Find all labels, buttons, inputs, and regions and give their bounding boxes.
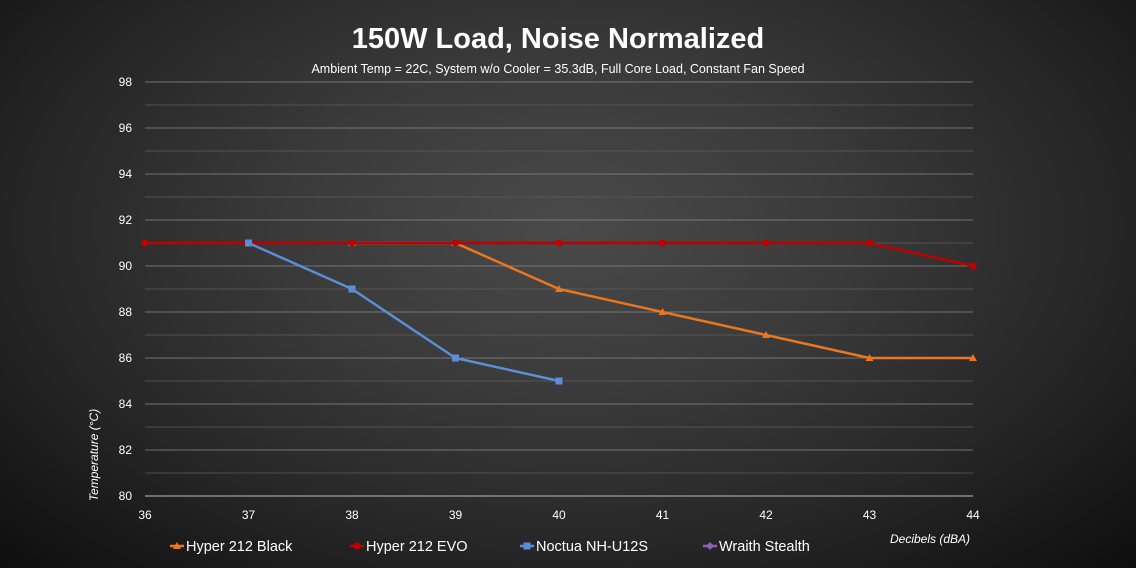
y-tick-label: 84 bbox=[119, 397, 133, 411]
x-tick-label: 43 bbox=[863, 508, 877, 522]
y-tick-label: 80 bbox=[119, 489, 133, 503]
legend-label: Wraith Stealth bbox=[719, 539, 810, 555]
x-axis-label: Decibels (dBA) bbox=[890, 532, 970, 546]
data-point bbox=[555, 377, 563, 385]
legend-label: Noctua NH-U12S bbox=[536, 539, 648, 555]
x-tick-label: 39 bbox=[449, 508, 463, 522]
data-point bbox=[348, 239, 356, 247]
x-tick-label: 36 bbox=[138, 508, 152, 522]
data-point bbox=[555, 285, 563, 292]
x-tick-label: 44 bbox=[966, 508, 980, 522]
chart-title: 150W Load, Noise Normalized bbox=[352, 23, 765, 55]
x-tick-label: 42 bbox=[759, 508, 773, 522]
legend-item-noctua-nh-u12s: Noctua NH-U12S bbox=[520, 539, 648, 555]
data-point bbox=[452, 354, 459, 362]
data-point bbox=[659, 239, 666, 247]
legend-swatch-marker bbox=[173, 542, 181, 549]
data-point bbox=[141, 239, 149, 247]
legend-item-hyper-212-black: Hyper 212 Black bbox=[170, 539, 293, 555]
legend-swatch-marker bbox=[706, 542, 714, 550]
data-point bbox=[969, 262, 977, 270]
legend-label: Hyper 212 EVO bbox=[366, 539, 468, 555]
data-point bbox=[452, 239, 459, 247]
legend: Hyper 212 Black Hyper 212 EVO Noctua NH-U1… bbox=[170, 539, 810, 555]
x-tick-label: 41 bbox=[656, 508, 670, 522]
data-point bbox=[866, 239, 873, 247]
y-tick-label: 88 bbox=[119, 305, 133, 319]
y-tick-label: 90 bbox=[119, 259, 133, 273]
data-point bbox=[348, 285, 356, 293]
y-tick-label: 96 bbox=[119, 121, 133, 135]
legend-swatch-marker bbox=[353, 542, 361, 550]
x-tick-label: 40 bbox=[552, 508, 566, 522]
series-line bbox=[247, 241, 560, 383]
data-point bbox=[245, 239, 252, 247]
y-tick-label: 86 bbox=[119, 351, 133, 365]
x-tick-label: 37 bbox=[242, 508, 256, 522]
legend-item-hyper-212-evo: Hyper 212 EVO bbox=[350, 539, 468, 555]
x-axis-ticks: 36 37 38 39 40 41 42 43 44 bbox=[138, 508, 980, 522]
legend-item-wraith-stealth: Wraith Stealth bbox=[703, 539, 810, 555]
series-hyper-212-evo bbox=[141, 239, 977, 270]
series-hyper-212-black bbox=[348, 239, 977, 361]
data-point bbox=[762, 239, 770, 247]
data-point bbox=[865, 354, 874, 361]
legend-swatch-marker bbox=[523, 542, 531, 550]
data-point bbox=[658, 308, 667, 315]
chart-subtitle: Ambient Temp = 22C, System w/o Cooler = … bbox=[311, 62, 804, 76]
y-axis-label: Temperature (°C) bbox=[87, 409, 101, 501]
data-point bbox=[762, 331, 770, 338]
data-point bbox=[969, 354, 977, 361]
y-tick-label: 94 bbox=[119, 167, 133, 181]
y-tick-label: 82 bbox=[119, 443, 133, 457]
legend-label: Hyper 212 Black bbox=[186, 539, 293, 555]
series-line bbox=[352, 241, 973, 360]
series-noctua-nh-u12s bbox=[245, 239, 563, 385]
data-point bbox=[555, 239, 563, 247]
y-tick-label: 92 bbox=[119, 213, 133, 227]
series-group bbox=[141, 239, 977, 385]
y-axis-ticks: 80 82 84 86 88 90 92 94 96 98 bbox=[119, 75, 133, 503]
y-tick-label: 98 bbox=[119, 75, 133, 89]
x-tick-label: 38 bbox=[345, 508, 359, 522]
